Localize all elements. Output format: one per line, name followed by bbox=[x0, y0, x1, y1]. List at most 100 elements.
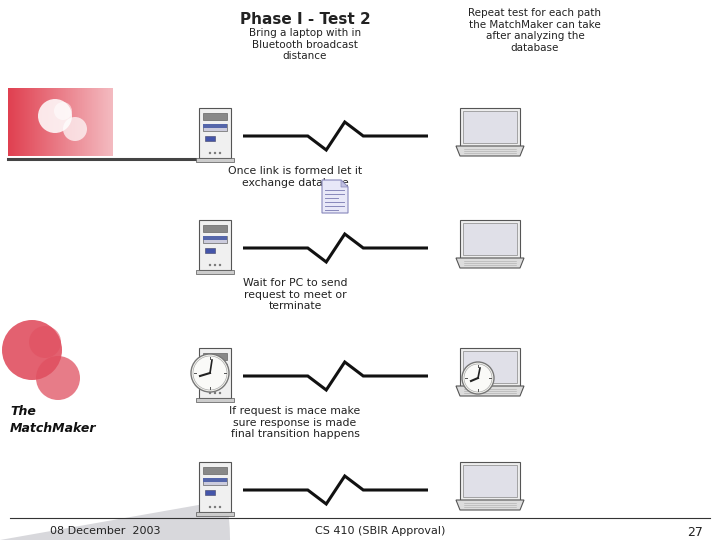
Bar bbox=[70, 88, 71, 156]
Bar bbox=[203, 478, 227, 485]
Text: If request is mace make
sure response is made
final transition happens: If request is mace make sure response is… bbox=[230, 406, 361, 439]
Bar bbox=[109, 88, 110, 156]
Bar bbox=[23, 88, 24, 156]
Bar bbox=[72, 88, 73, 156]
Bar bbox=[463, 223, 517, 255]
Bar bbox=[104, 88, 105, 156]
Text: Bring a laptop with in
Bluetooth broadcast
distance: Bring a laptop with in Bluetooth broadca… bbox=[249, 28, 361, 61]
Bar bbox=[26, 88, 27, 156]
Bar bbox=[84, 88, 85, 156]
Circle shape bbox=[214, 264, 216, 266]
Bar bbox=[91, 88, 92, 156]
Bar bbox=[100, 88, 101, 156]
Bar bbox=[74, 88, 75, 156]
Bar bbox=[108, 88, 109, 156]
Circle shape bbox=[214, 506, 216, 508]
Text: Phase I - Test 2: Phase I - Test 2 bbox=[240, 12, 370, 27]
Bar bbox=[30, 88, 31, 156]
Polygon shape bbox=[456, 146, 524, 156]
Bar bbox=[16, 88, 17, 156]
Bar bbox=[9, 88, 10, 156]
Bar bbox=[10, 88, 11, 156]
Bar bbox=[35, 88, 36, 156]
Bar bbox=[103, 88, 104, 156]
Bar bbox=[463, 111, 517, 143]
Bar bbox=[105, 88, 106, 156]
Bar bbox=[196, 398, 234, 402]
Bar bbox=[36, 88, 37, 156]
Bar bbox=[56, 88, 57, 156]
Bar bbox=[203, 225, 227, 232]
Bar bbox=[66, 88, 67, 156]
Bar bbox=[203, 236, 227, 243]
Bar bbox=[81, 88, 82, 156]
Bar bbox=[78, 88, 79, 156]
Bar bbox=[88, 88, 89, 156]
Bar bbox=[76, 88, 77, 156]
Circle shape bbox=[209, 264, 211, 266]
Bar bbox=[58, 88, 59, 156]
Bar bbox=[73, 88, 74, 156]
Bar bbox=[203, 478, 227, 482]
Circle shape bbox=[214, 392, 216, 394]
Bar bbox=[205, 376, 215, 381]
Bar bbox=[38, 88, 39, 156]
Bar bbox=[37, 88, 38, 156]
Text: The: The bbox=[10, 405, 36, 418]
Circle shape bbox=[214, 152, 216, 154]
Text: MatchMaker: MatchMaker bbox=[10, 422, 96, 435]
Bar bbox=[203, 113, 227, 120]
Bar bbox=[63, 88, 64, 156]
Bar bbox=[40, 88, 41, 156]
Polygon shape bbox=[322, 180, 348, 213]
Circle shape bbox=[193, 356, 227, 390]
Bar bbox=[51, 88, 52, 156]
Bar bbox=[8, 88, 9, 156]
Bar bbox=[12, 88, 13, 156]
Bar bbox=[203, 124, 227, 131]
Circle shape bbox=[38, 99, 72, 133]
Bar bbox=[77, 88, 78, 156]
Bar bbox=[107, 88, 108, 156]
Bar bbox=[203, 353, 227, 360]
Bar bbox=[42, 88, 43, 156]
Circle shape bbox=[191, 354, 229, 392]
Bar bbox=[203, 364, 227, 368]
Circle shape bbox=[36, 356, 80, 400]
Bar bbox=[203, 467, 227, 474]
Bar bbox=[43, 88, 44, 156]
Bar bbox=[96, 88, 97, 156]
Bar bbox=[75, 88, 76, 156]
Bar bbox=[93, 88, 94, 156]
Bar bbox=[82, 88, 83, 156]
Circle shape bbox=[209, 392, 211, 394]
Bar bbox=[89, 88, 90, 156]
Circle shape bbox=[462, 362, 494, 394]
Text: 08 December  2003: 08 December 2003 bbox=[50, 526, 161, 536]
Bar bbox=[13, 88, 14, 156]
Circle shape bbox=[219, 392, 221, 394]
Bar bbox=[83, 88, 84, 156]
Bar bbox=[14, 88, 15, 156]
Bar bbox=[203, 236, 227, 240]
Bar bbox=[98, 88, 99, 156]
Bar bbox=[106, 88, 107, 156]
Bar bbox=[112, 88, 113, 156]
Bar bbox=[205, 136, 215, 141]
Bar bbox=[205, 248, 215, 253]
Bar bbox=[460, 220, 520, 258]
Circle shape bbox=[54, 102, 72, 120]
Circle shape bbox=[29, 326, 61, 358]
Text: Repeat test for each path
the MatchMaker can take
after analyzing the
database: Repeat test for each path the MatchMaker… bbox=[469, 8, 601, 53]
Bar bbox=[80, 88, 81, 156]
Bar bbox=[199, 220, 231, 270]
Bar bbox=[99, 88, 100, 156]
Bar bbox=[79, 88, 80, 156]
Bar bbox=[67, 88, 68, 156]
Bar bbox=[41, 88, 42, 156]
Bar bbox=[33, 88, 34, 156]
Circle shape bbox=[63, 117, 87, 141]
Bar bbox=[61, 88, 62, 156]
Bar bbox=[19, 88, 20, 156]
Circle shape bbox=[464, 364, 492, 392]
